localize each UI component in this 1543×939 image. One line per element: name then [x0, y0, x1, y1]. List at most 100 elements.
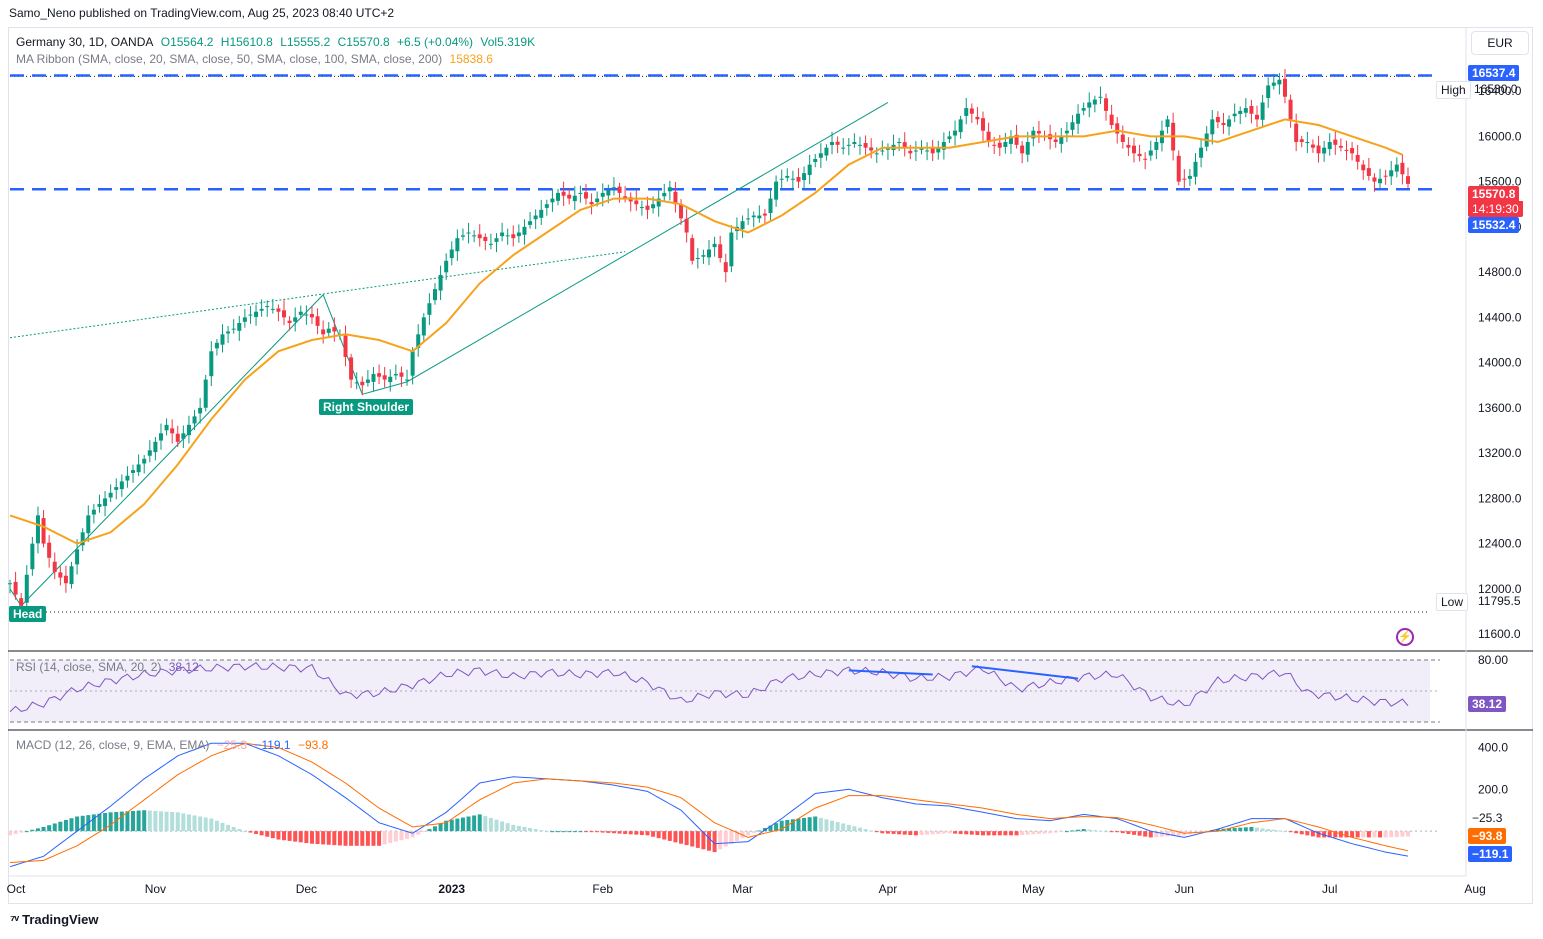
candle [583, 192, 588, 199]
candle [600, 192, 605, 197]
time-tick-label: Nov [145, 882, 166, 896]
macd-histogram-bar [24, 831, 29, 833]
candle [958, 119, 963, 133]
candle [1394, 164, 1399, 172]
macd-legend[interactable]: MACD (12, 26, close, 9, EMA, EMA) −25.3 … [16, 738, 332, 752]
candle [936, 147, 941, 153]
high-value-tag: 16530.0 [1474, 82, 1518, 96]
rsi-legend[interactable]: RSI (14, close, SMA, 20, 2) 38.12 [16, 660, 203, 674]
time-tick-label: Mar [732, 882, 753, 896]
ma-ribbon-legend[interactable]: MA Ribbon (SMA, close, 20, SMA, close, 5… [16, 52, 497, 66]
candle [119, 481, 124, 490]
candle [729, 232, 734, 267]
channel-trendline [406, 101, 889, 383]
candle [343, 335, 348, 357]
candle [1143, 158, 1148, 160]
rsi-divergence-line [848, 669, 933, 676]
high-label-tag: High [1436, 81, 1471, 99]
rsi-value: 38.12 [168, 660, 199, 674]
rsi-tick-label: 80.00 [1478, 653, 1508, 667]
candle [276, 308, 281, 312]
macd-histogram-bar [360, 831, 365, 846]
candle [1260, 102, 1265, 120]
pattern-line [322, 294, 363, 395]
candle [1255, 114, 1260, 120]
macd-histogram-bar [103, 813, 108, 832]
candle [1294, 123, 1299, 143]
candle [365, 379, 370, 383]
candle [332, 327, 337, 332]
macd-histogram-bar [75, 816, 80, 832]
candle [885, 147, 890, 150]
macd-histogram-bar [1288, 831, 1293, 833]
candle [1232, 113, 1237, 117]
candle [254, 311, 259, 317]
macd-histogram-bar [500, 821, 505, 832]
candle [695, 257, 700, 259]
macd-histogram-bar [1176, 831, 1181, 836]
macd-tick-label: 200.0 [1478, 782, 1508, 796]
symbol-legend[interactable]: Germany 30, 1D, OANDA O15564.2 H15610.8 … [16, 35, 539, 49]
candle [1154, 142, 1159, 150]
candle [869, 147, 874, 151]
macd-histogram-bar [1165, 831, 1170, 837]
macd-histogram-bar [1366, 831, 1371, 838]
candle [863, 142, 868, 148]
macd-histogram-bar [1394, 831, 1399, 837]
time-tick-label: Feb [592, 882, 613, 896]
macd-histogram-bar [1255, 827, 1260, 832]
macd-histogram-bar [164, 811, 169, 832]
candle [1165, 119, 1170, 127]
candle [410, 351, 415, 376]
candle [1355, 155, 1360, 162]
macd-histogram-bar [751, 831, 756, 833]
macd-histogram-bar [147, 810, 152, 832]
macd-histogram-bar [729, 831, 734, 844]
macd-histogram-bar [1104, 831, 1109, 833]
macd-histogram-bar [556, 831, 561, 833]
rsi-label: RSI (14, close, SMA, 20, 2) [16, 660, 162, 674]
countdown-tag: 14:19:30 [1468, 201, 1523, 217]
candle [1372, 177, 1377, 182]
macd-histogram-bar [332, 831, 337, 846]
macd-histogram-bar [684, 831, 689, 846]
macd-histogram-bar [813, 816, 818, 832]
macd-histogram-bar [1143, 831, 1148, 837]
last-price-tag: 15570.8 [1468, 186, 1520, 202]
macd-line-value: −119.1 [254, 738, 291, 752]
macd-histogram-bar [1042, 831, 1047, 834]
macd-histogram-bar [1243, 827, 1248, 832]
lightning-icon[interactable]: ⚡ [1396, 628, 1414, 646]
price-tick-label: 15600.0 [1478, 175, 1522, 189]
candle [1350, 148, 1355, 154]
candle [1031, 130, 1036, 139]
candle [1014, 134, 1019, 145]
candle [287, 320, 292, 324]
macd-histogram-bar [287, 831, 292, 841]
right-shoulder-label[interactable]: Right Shoulder [319, 399, 413, 415]
candle [578, 192, 583, 194]
head-label[interactable]: Head [9, 606, 47, 622]
macd-histogram-bar [600, 831, 605, 833]
candle [953, 130, 958, 136]
currency-button[interactable]: EUR [1471, 31, 1529, 55]
price-tick-label: 12000.0 [1478, 582, 1522, 596]
macd-histogram-bar [617, 831, 622, 834]
candle [1221, 122, 1226, 126]
candle [768, 198, 773, 214]
candle [1210, 119, 1215, 135]
candle [158, 433, 163, 441]
candle [226, 331, 231, 334]
candle [930, 148, 935, 154]
macd-histogram-bar [1008, 831, 1013, 836]
macd-histogram-bar [1098, 830, 1103, 832]
macd-histogram-bar [114, 811, 119, 832]
macd-histogram-bar [1344, 831, 1349, 838]
macd-histogram-bar [818, 817, 823, 832]
candle [807, 164, 812, 175]
candle [47, 542, 52, 558]
macd-histogram-bar [779, 820, 784, 832]
candle [818, 153, 823, 158]
tradingview-logo[interactable]: ⁷ᵛ TradingView [10, 912, 98, 927]
